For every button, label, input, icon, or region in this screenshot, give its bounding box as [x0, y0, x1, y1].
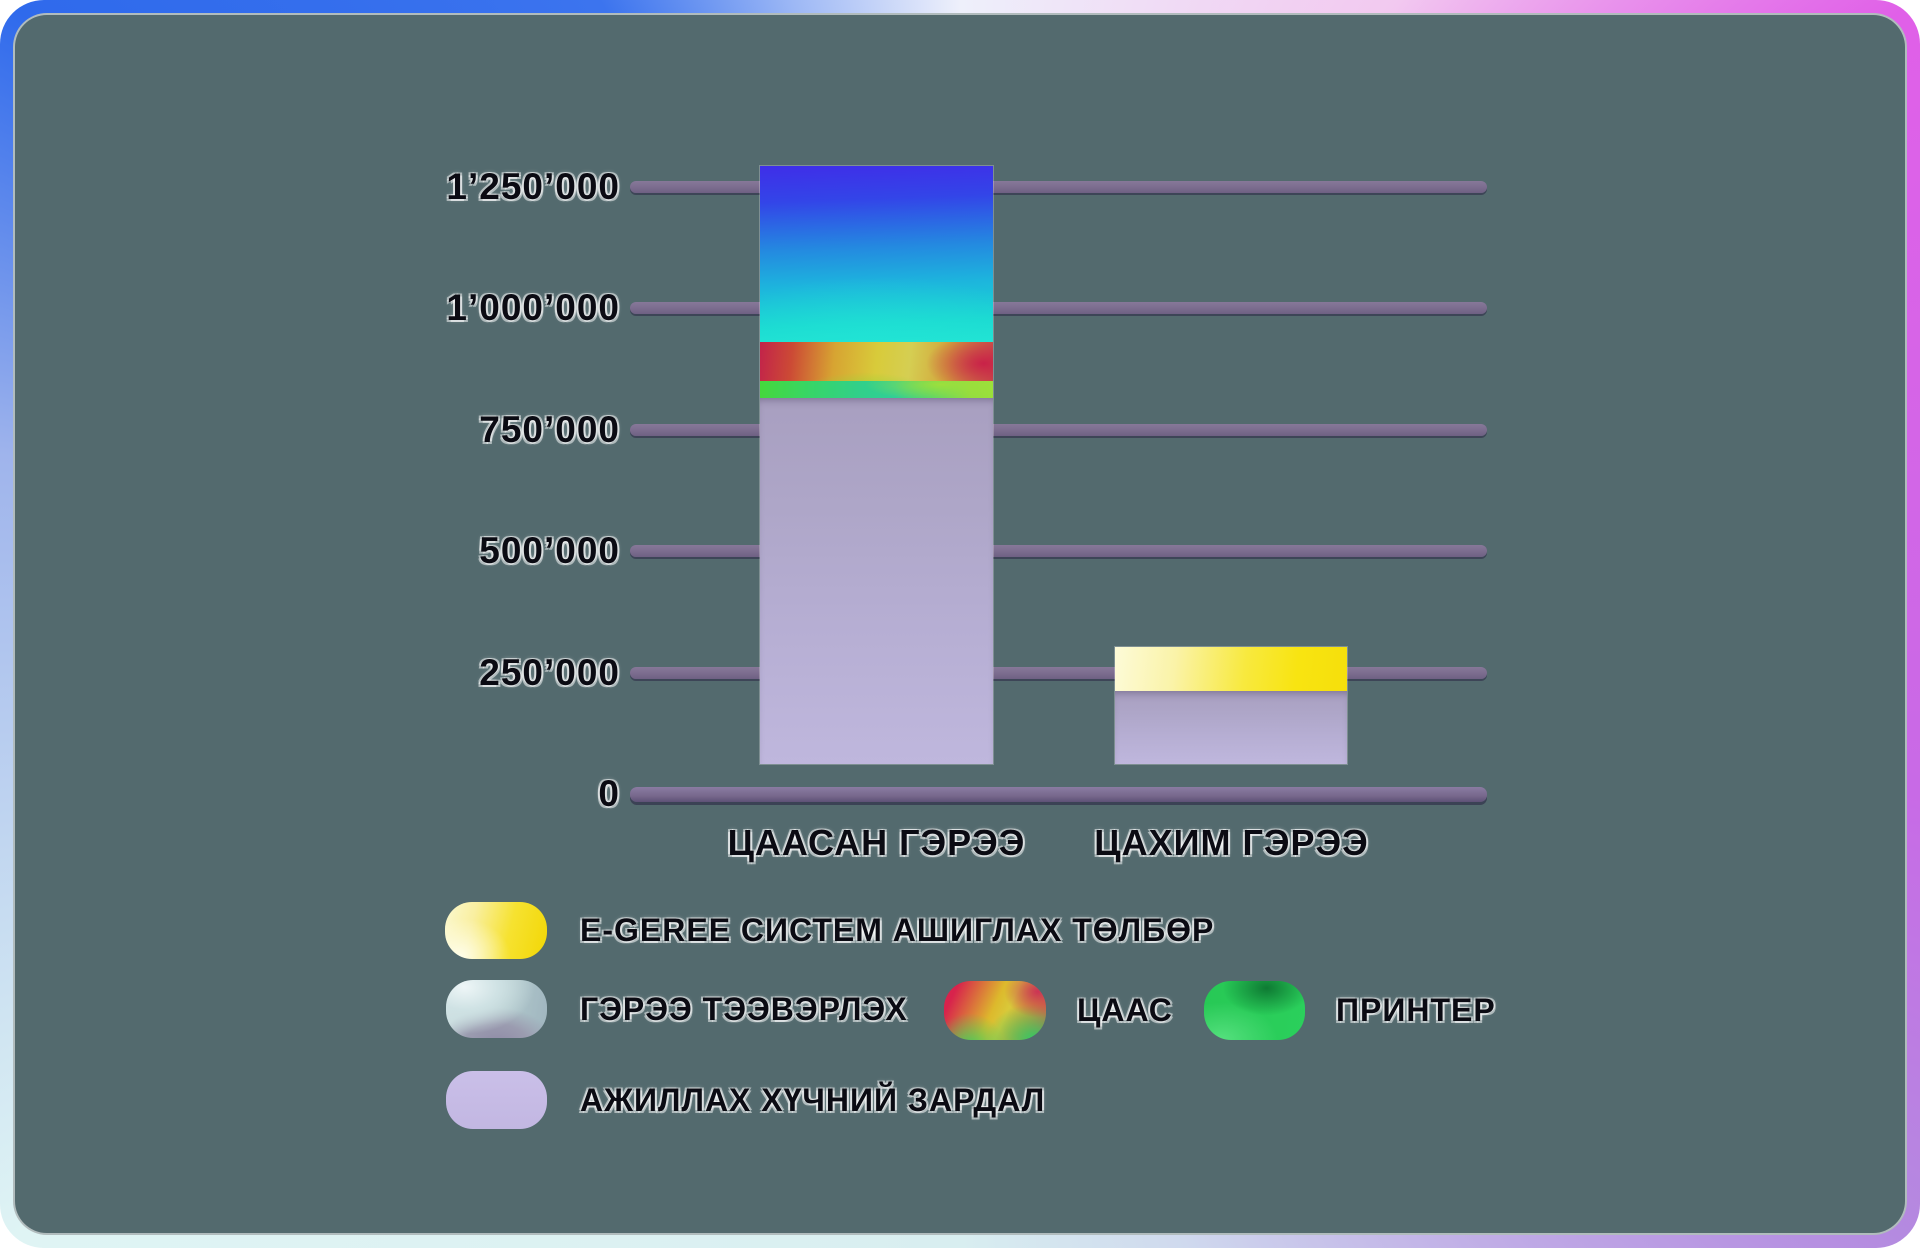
legend-label-contract-transport: ГЭРЭЭ ТЭЭВЭРЛЭХ	[580, 991, 908, 1027]
legend-swatch-egeree-fee	[445, 902, 547, 959]
bar-segment-paper	[760, 341, 993, 381]
gridline-1000000	[630, 302, 1487, 314]
x-category-label-paper-contract: ЦААСАН ГЭРЭЭ	[727, 822, 1026, 863]
chart-card: 1’250’000 1’000’000 750’000 500’000 250’…	[13, 13, 1907, 1235]
stacked-bar-paper-contract	[759, 165, 994, 765]
x-axis-line	[630, 787, 1487, 802]
gridline-250000	[630, 667, 1487, 679]
stacked-bar-electronic-contract	[1114, 645, 1348, 766]
legend-swatch-paper	[944, 981, 1046, 1040]
bar-segment-labor	[1115, 690, 1347, 764]
gridline-1250000	[630, 181, 1487, 193]
legend-swatch-contract-transport	[446, 980, 547, 1038]
legend-swatch-printer	[1204, 981, 1305, 1040]
y-tick-label: 1’000’000	[446, 287, 620, 328]
gridline-750000	[630, 424, 1487, 436]
bar-segment-labor	[760, 398, 993, 764]
bar-segment-transport	[760, 166, 993, 342]
gridline-500000	[630, 545, 1487, 557]
legend-label-labor-cost: АЖИЛЛАХ ХҮЧНИЙ ЗАРДАЛ	[580, 1082, 1046, 1118]
bar-segment-printer	[760, 380, 993, 398]
y-tick-label: 750’000	[479, 409, 620, 450]
y-tick-label: 250’000	[479, 652, 620, 693]
bar-segment-egeree	[1115, 646, 1347, 691]
x-category-label-electronic-contract: ЦАХИМ ГЭРЭЭ	[1094, 822, 1369, 863]
legend-swatch-labor-cost	[446, 1071, 547, 1129]
legend-label-paper: ЦААС	[1077, 992, 1173, 1028]
y-tick-label: 500’000	[479, 530, 620, 571]
y-tick-label: 1’250’000	[446, 166, 620, 207]
legend-label-egeree-fee: E-GEREE СИСТЕМ АШИГЛАХ ТӨЛБӨР	[580, 912, 1215, 948]
y-tick-label: 0	[598, 773, 620, 814]
legend-label-printer: ПРИНТЕР	[1336, 992, 1496, 1028]
